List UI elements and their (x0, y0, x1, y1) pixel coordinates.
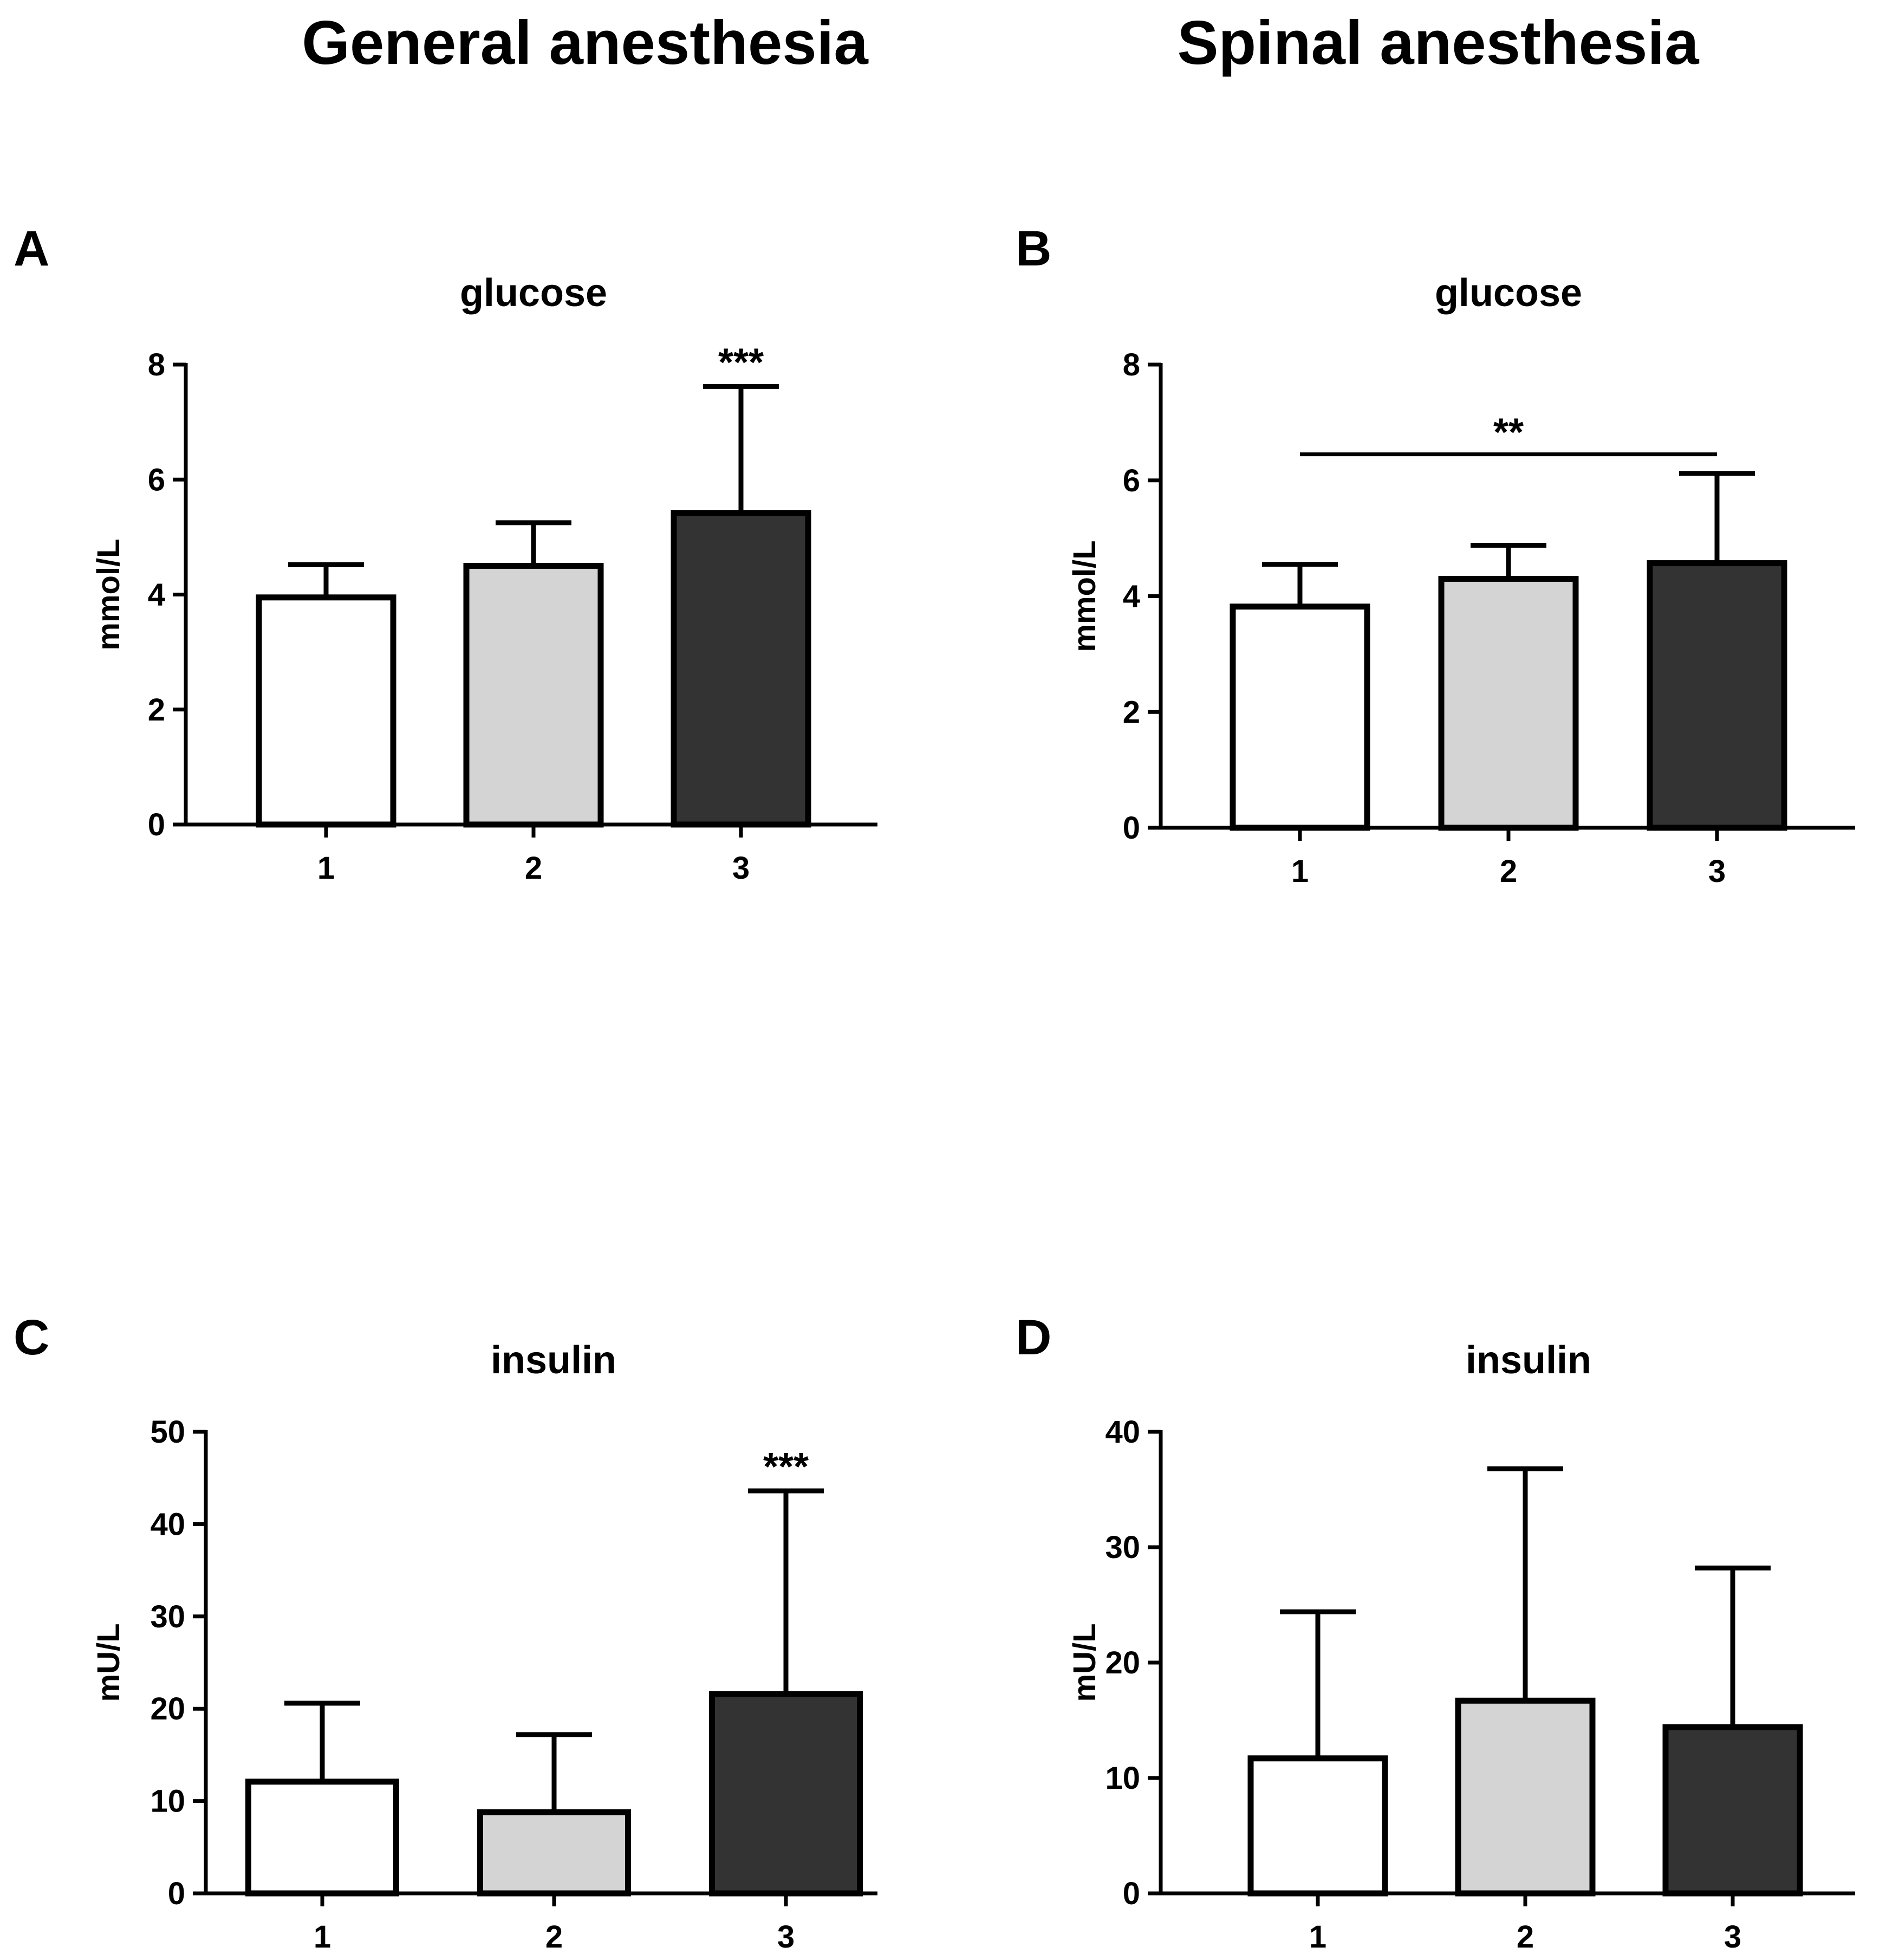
y-tick-label-b-2: 2 (1123, 695, 1140, 730)
y-axis-label-d: mU/L (1067, 1624, 1102, 1702)
y-tick-label-a-6: 6 (148, 462, 165, 497)
significance-label-b: ** (1493, 411, 1524, 455)
y-tick-label-c-20: 20 (150, 1691, 185, 1727)
x-tick-label-a-2: 2 (525, 851, 542, 886)
bar-c-2 (477, 1809, 631, 1897)
bar-c-3 (709, 1691, 863, 1897)
bar-d-3 (1662, 1724, 1803, 1897)
chart-title-b: glucose (1435, 271, 1582, 315)
x-tick-label-b-3: 3 (1708, 854, 1726, 889)
bar-a-2 (463, 562, 604, 828)
chart-title-a: glucose (460, 271, 607, 315)
x-tick-label-d-3: 3 (1724, 1919, 1741, 1955)
significance-label-c: *** (763, 1445, 809, 1489)
y-tick-label-a-8: 8 (148, 347, 165, 382)
x-tick-label-b-2: 2 (1500, 854, 1517, 889)
bar-c-1 (245, 1779, 399, 1897)
y-tick-label-c-40: 40 (150, 1507, 185, 1542)
y-tick-label-b-4: 4 (1123, 579, 1140, 614)
y-tick-label-a-2: 2 (148, 692, 165, 728)
bar-a-1 (256, 594, 396, 828)
y-tick-label-a-0: 0 (148, 807, 165, 842)
panel-letter-d: D (1016, 1310, 1051, 1365)
x-tick-label-c-3: 3 (777, 1919, 795, 1955)
chart-title-d: insulin (1466, 1339, 1591, 1382)
y-axis-label-a: mmol/L (91, 538, 126, 650)
x-tick-label-b-1: 1 (1291, 854, 1309, 889)
y-tick-label-b-8: 8 (1123, 347, 1140, 382)
y-tick-label-c-0: 0 (168, 1876, 185, 1911)
y-tick-label-b-0: 0 (1123, 810, 1140, 846)
bar-b-1 (1230, 603, 1370, 831)
y-tick-label-d-0: 0 (1123, 1876, 1140, 1911)
y-tick-label-b-6: 6 (1123, 463, 1140, 498)
y-axis-label-c: mU/L (91, 1624, 126, 1702)
bar-d-1 (1247, 1755, 1388, 1897)
panel-letter-c: C (14, 1310, 49, 1365)
x-tick-label-d-1: 1 (1309, 1919, 1326, 1955)
y-tick-label-c-30: 30 (150, 1599, 185, 1634)
y-tick-label-d-20: 20 (1105, 1645, 1140, 1680)
panel-letter-b: B (1016, 221, 1051, 276)
x-tick-label-d-2: 2 (1517, 1919, 1534, 1955)
y-tick-label-c-10: 10 (150, 1784, 185, 1819)
y-tick-label-c-50: 50 (150, 1414, 185, 1450)
x-tick-label-a-3: 3 (732, 851, 750, 886)
column-title-general: General anesthesia (302, 9, 869, 77)
bar-b-3 (1647, 560, 1787, 831)
y-axis-label-b: mmol/L (1067, 540, 1102, 652)
bar-a-3 (671, 510, 811, 828)
x-tick-label-a-1: 1 (317, 851, 335, 886)
y-tick-label-d-30: 30 (1105, 1530, 1140, 1565)
chart-title-c: insulin (491, 1339, 616, 1382)
bar-d-2 (1455, 1697, 1596, 1897)
panel-letter-a: A (14, 221, 49, 276)
x-tick-label-c-1: 1 (314, 1919, 331, 1955)
y-tick-label-d-40: 40 (1105, 1414, 1140, 1450)
column-title-spinal: Spinal anesthesia (1177, 9, 1700, 77)
bar-b-2 (1438, 575, 1579, 831)
y-tick-label-a-4: 4 (148, 577, 165, 613)
y-tick-label-d-10: 10 (1105, 1761, 1140, 1796)
x-tick-label-c-2: 2 (545, 1919, 563, 1955)
significance-label-a: *** (718, 341, 764, 384)
